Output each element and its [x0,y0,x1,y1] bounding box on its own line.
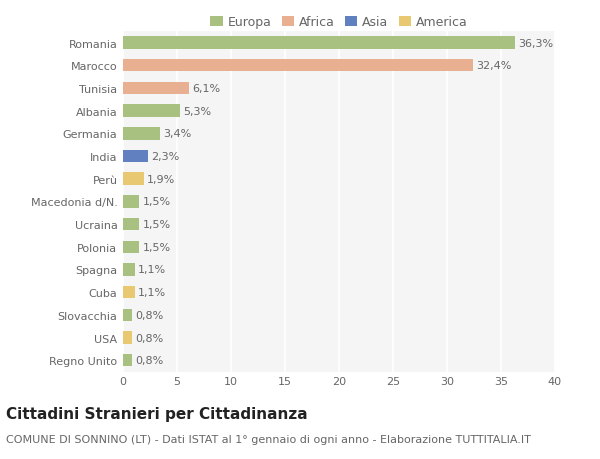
Bar [123,286,135,299]
Text: 1,1%: 1,1% [138,287,166,297]
Text: 6,1%: 6,1% [192,84,220,94]
Text: 0,8%: 0,8% [135,333,163,343]
Bar [123,173,143,185]
Bar [123,354,131,367]
Text: 1,9%: 1,9% [147,174,175,185]
Text: 2,3%: 2,3% [151,151,179,162]
Bar [123,196,139,208]
Bar [123,241,139,253]
Text: 36,3%: 36,3% [518,39,553,49]
Text: Cittadini Stranieri per Cittadinanza: Cittadini Stranieri per Cittadinanza [6,406,308,421]
Text: 32,4%: 32,4% [476,61,512,71]
Bar [123,128,160,140]
Text: 5,3%: 5,3% [184,106,212,117]
Bar [123,37,515,50]
Text: 0,8%: 0,8% [135,310,163,320]
Bar [123,331,131,344]
Bar [123,105,180,118]
Text: 1,5%: 1,5% [142,197,170,207]
Bar [123,60,473,73]
Text: 1,5%: 1,5% [142,242,170,252]
Legend: Europa, Africa, Asia, America: Europa, Africa, Asia, America [210,16,468,29]
Bar [123,218,139,231]
Text: 1,5%: 1,5% [142,219,170,230]
Text: 0,8%: 0,8% [135,355,163,365]
Bar [123,151,148,163]
Bar [123,263,135,276]
Text: 3,4%: 3,4% [163,129,191,139]
Text: 1,1%: 1,1% [138,265,166,275]
Text: COMUNE DI SONNINO (LT) - Dati ISTAT al 1° gennaio di ogni anno - Elaborazione TU: COMUNE DI SONNINO (LT) - Dati ISTAT al 1… [6,434,531,444]
Bar [123,309,131,321]
Bar [123,83,189,95]
